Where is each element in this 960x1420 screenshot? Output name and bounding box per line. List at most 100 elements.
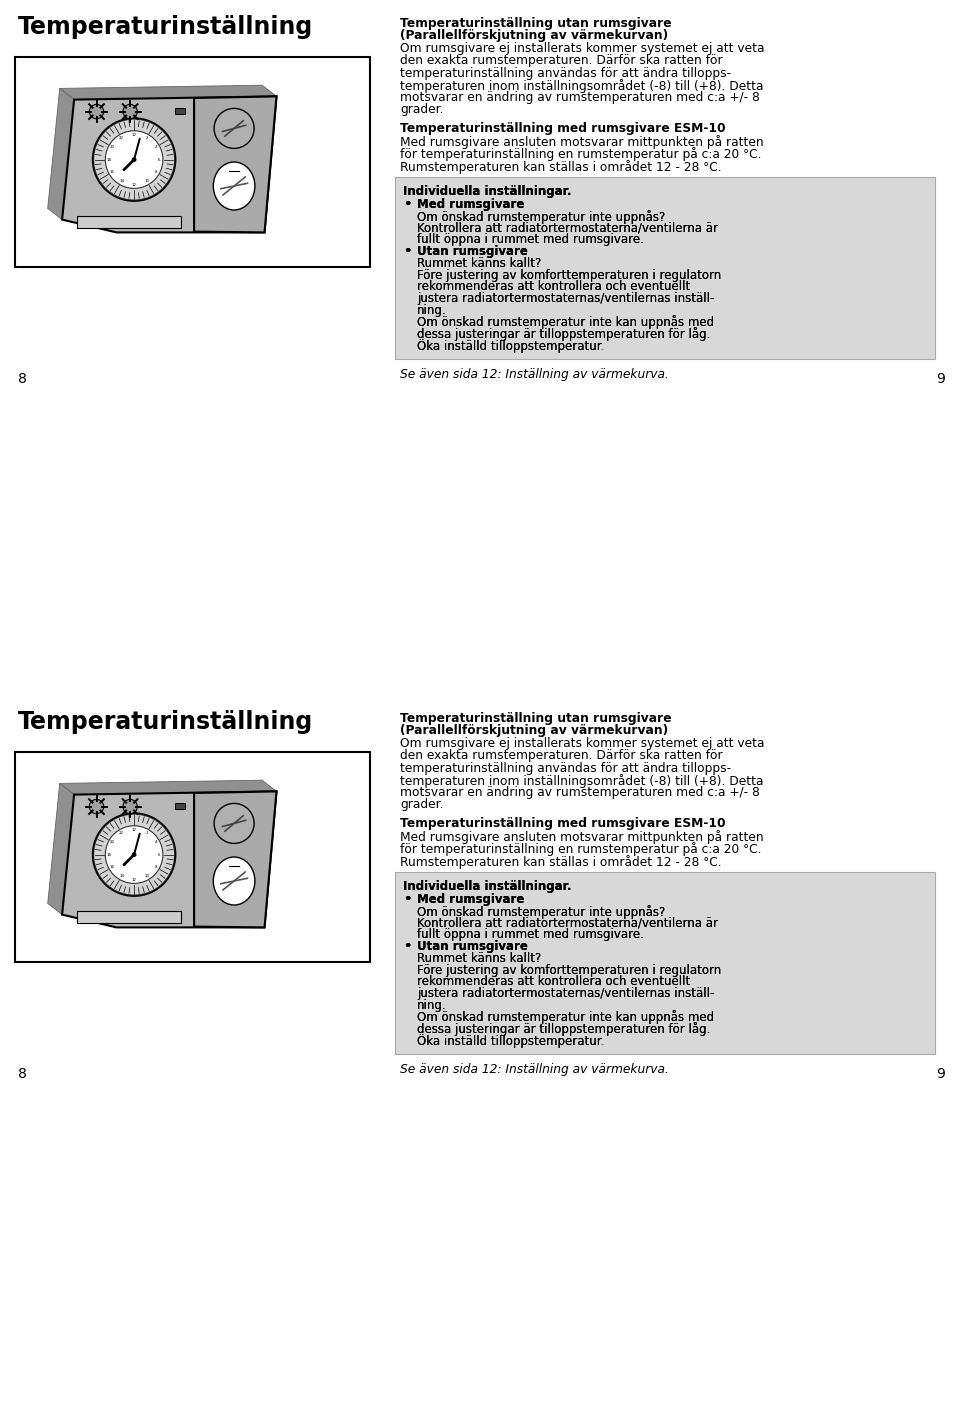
- Circle shape: [132, 158, 136, 162]
- Text: rekommenderas att kontrollera och eventuellt: rekommenderas att kontrollera och eventu…: [417, 976, 690, 988]
- FancyBboxPatch shape: [77, 910, 180, 923]
- Text: (Parallellförskjutning av värmekurvan): (Parallellförskjutning av värmekurvan): [400, 724, 668, 737]
- Text: 8: 8: [155, 865, 157, 869]
- Text: 14: 14: [119, 875, 124, 878]
- Polygon shape: [194, 97, 276, 233]
- Circle shape: [92, 814, 176, 896]
- Text: (Parallellförskjutning av värmekurvan): (Parallellförskjutning av värmekurvan): [400, 30, 668, 43]
- Text: 4: 4: [155, 145, 157, 149]
- Text: Rummet känns kallt?: Rummet känns kallt?: [417, 951, 541, 964]
- Text: 8: 8: [18, 372, 27, 386]
- Text: 6: 6: [157, 852, 160, 856]
- FancyBboxPatch shape: [175, 108, 184, 114]
- Polygon shape: [62, 791, 276, 927]
- Text: 22: 22: [119, 136, 124, 141]
- Text: •: •: [403, 893, 412, 906]
- Text: Öka inställd tilloppstemperatur.: Öka inställd tilloppstemperatur.: [417, 339, 605, 352]
- Text: temperaturinställning användas för att ändra tillopps-: temperaturinställning användas för att ä…: [400, 761, 732, 774]
- Circle shape: [89, 105, 104, 119]
- Text: Kontrollera att radiatortermostaterna/ventilerna är: Kontrollera att radiatortermostaterna/ve…: [417, 222, 718, 234]
- Text: 9: 9: [936, 1066, 945, 1081]
- Text: Individuella inställningar.: Individuella inställningar.: [403, 185, 571, 197]
- Text: Se även sida 12: Inställning av värmekurva.: Se även sida 12: Inställning av värmekur…: [400, 368, 669, 382]
- Text: •: •: [403, 940, 412, 953]
- Text: 8: 8: [155, 170, 157, 175]
- Text: Öka inställd tilloppstemperatur.: Öka inställd tilloppstemperatur.: [417, 339, 605, 352]
- Text: Utan rumsgivare: Utan rumsgivare: [417, 940, 528, 953]
- Text: •: •: [403, 199, 412, 212]
- Circle shape: [214, 108, 254, 149]
- Text: •: •: [403, 246, 412, 258]
- Text: grader.: grader.: [400, 104, 444, 116]
- Circle shape: [92, 118, 176, 202]
- Text: Med rumsgivare: Med rumsgivare: [417, 893, 524, 906]
- Text: temperaturen inom inställningsområdet (-8) till (+8). Detta: temperaturen inom inställningsområdet (-…: [400, 774, 763, 788]
- Text: justera radiatortermostaternas/ventilernas inställ-: justera radiatortermostaternas/ventilern…: [417, 987, 714, 1000]
- Text: 6: 6: [157, 158, 160, 162]
- Text: Kontrollera att radiatortermostaterna/ventilerna är: Kontrollera att radiatortermostaterna/ve…: [417, 916, 718, 930]
- Text: Rummet känns kallt?: Rummet känns kallt?: [417, 257, 541, 270]
- Text: Om önskad rumstemperatur inte uppnås?: Om önskad rumstemperatur inte uppnås?: [417, 210, 665, 224]
- FancyBboxPatch shape: [15, 753, 370, 961]
- Text: 2: 2: [145, 136, 148, 141]
- Text: 12: 12: [132, 183, 136, 186]
- FancyBboxPatch shape: [175, 804, 184, 809]
- Text: Om önskad rumstemperatur inte uppnås?: Om önskad rumstemperatur inte uppnås?: [417, 905, 665, 919]
- Text: Rumstemperaturen kan ställas i området 12 - 28 °C.: Rumstemperaturen kan ställas i området 1…: [400, 159, 722, 173]
- Text: ning.: ning.: [417, 304, 446, 317]
- FancyBboxPatch shape: [395, 176, 935, 359]
- Text: fullt öppna i rummet med rumsgivare.: fullt öppna i rummet med rumsgivare.: [417, 233, 644, 246]
- Text: grader.: grader.: [400, 798, 444, 811]
- Text: den exakta rumstemperaturen. Därför ska ratten för: den exakta rumstemperaturen. Därför ska …: [400, 750, 723, 763]
- Text: 18: 18: [107, 852, 111, 856]
- Text: 9: 9: [936, 372, 945, 386]
- Ellipse shape: [213, 858, 255, 905]
- Text: 4: 4: [155, 841, 157, 843]
- Text: Temperaturinställning utan rumsgivare: Temperaturinställning utan rumsgivare: [400, 17, 672, 30]
- Text: 12: 12: [132, 878, 136, 882]
- Circle shape: [214, 804, 254, 843]
- Text: ning.: ning.: [417, 998, 446, 1011]
- Text: den exakta rumstemperaturen. Därför ska ratten för: den exakta rumstemperaturen. Därför ska …: [400, 54, 723, 67]
- Text: motsvarar en ändring av rumstemperaturen med c:a +/- 8: motsvarar en ändring av rumstemperaturen…: [400, 785, 760, 799]
- Text: fullt öppna i rummet med rumsgivare.: fullt öppna i rummet med rumsgivare.: [417, 929, 644, 941]
- Text: 20: 20: [110, 841, 115, 843]
- Text: dessa justeringar är tilloppstemperaturen för låg.: dessa justeringar är tilloppstemperature…: [417, 1022, 710, 1037]
- Text: Utan rumsgivare: Utan rumsgivare: [417, 940, 528, 953]
- Text: Före justering av komforttemperaturen i regulatorn: Före justering av komforttemperaturen i …: [417, 964, 721, 977]
- Polygon shape: [194, 791, 276, 927]
- Text: Rummet känns kallt?: Rummet känns kallt?: [417, 951, 541, 964]
- FancyBboxPatch shape: [77, 216, 180, 229]
- Circle shape: [106, 826, 163, 883]
- Polygon shape: [48, 784, 74, 914]
- Text: Om önskad rumstemperatur inte kan uppnås med: Om önskad rumstemperatur inte kan uppnås…: [417, 1011, 714, 1024]
- Text: Öka inställd tilloppstemperatur.: Öka inställd tilloppstemperatur.: [417, 1034, 605, 1048]
- Text: Se även sida 12: Inställning av värmekurva.: Se även sida 12: Inställning av värmekur…: [400, 1064, 669, 1076]
- Text: Kontrollera att radiatortermostaterna/ventilerna är: Kontrollera att radiatortermostaterna/ve…: [417, 222, 718, 234]
- Text: fullt öppna i rummet med rumsgivare.: fullt öppna i rummet med rumsgivare.: [417, 929, 644, 941]
- Text: Utan rumsgivare: Utan rumsgivare: [417, 246, 528, 258]
- Text: Rumstemperaturen kan ställas i området 12 - 28 °C.: Rumstemperaturen kan ställas i området 1…: [400, 855, 722, 869]
- Text: Med rumsgivare: Med rumsgivare: [417, 199, 524, 212]
- Text: för temperaturinställning en rumstemperatur på c:a 20 °C.: för temperaturinställning en rumstempera…: [400, 842, 761, 856]
- Text: •: •: [403, 940, 412, 953]
- Polygon shape: [60, 85, 276, 99]
- Text: ning.: ning.: [417, 304, 446, 317]
- Text: justera radiatortermostaternas/ventilernas inställ-: justera radiatortermostaternas/ventilern…: [417, 293, 714, 305]
- Text: 22: 22: [119, 831, 124, 835]
- Text: Om önskad rumstemperatur inte kan uppnås med: Om önskad rumstemperatur inte kan uppnås…: [417, 315, 714, 329]
- Circle shape: [89, 799, 104, 814]
- Text: Individuella inställningar.: Individuella inställningar.: [403, 185, 571, 197]
- Polygon shape: [62, 97, 276, 233]
- Text: Om önskad rumstemperatur inte kan uppnås med: Om önskad rumstemperatur inte kan uppnås…: [417, 1011, 714, 1024]
- Text: 2: 2: [145, 831, 148, 835]
- Text: Om önskad rumstemperatur inte kan uppnås med: Om önskad rumstemperatur inte kan uppnås…: [417, 315, 714, 329]
- Circle shape: [106, 131, 163, 189]
- Text: Temperaturinställning: Temperaturinställning: [18, 16, 313, 38]
- Text: för temperaturinställning en rumstemperatur på c:a 20 °C.: för temperaturinställning en rumstempera…: [400, 148, 761, 162]
- Text: ning.: ning.: [417, 998, 446, 1011]
- FancyBboxPatch shape: [395, 872, 935, 1054]
- Text: Temperaturinställning med rumsgivare ESM-10: Temperaturinställning med rumsgivare ESM…: [400, 818, 726, 831]
- Text: motsvarar en ändring av rumstemperaturen med c:a +/- 8: motsvarar en ändring av rumstemperaturen…: [400, 91, 760, 104]
- Text: 12: 12: [132, 132, 136, 136]
